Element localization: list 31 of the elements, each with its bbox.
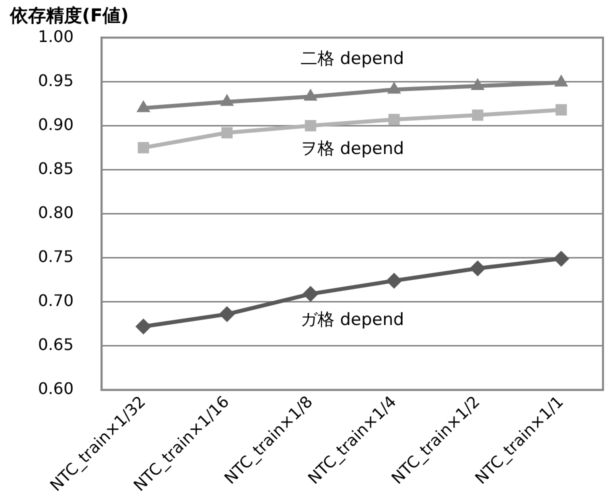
point	[470, 260, 486, 276]
y-tick-label: 0.80	[38, 202, 74, 222]
series-label: 二格 depend	[300, 48, 404, 69]
y-tick-label: 1.00	[38, 26, 74, 46]
point	[554, 74, 568, 87]
point	[221, 127, 233, 138]
point	[556, 104, 567, 116]
chart-title: 依存精度(F値)	[9, 5, 129, 26]
series-label: ヲ格 depend	[300, 138, 404, 159]
point	[388, 114, 400, 126]
point	[470, 78, 485, 90]
point	[218, 306, 235, 322]
point	[220, 94, 234, 106]
point	[304, 88, 318, 101]
y-tick-label: 0.95	[38, 70, 74, 90]
y-tick-label: 0.65	[38, 335, 74, 354]
point	[136, 100, 150, 112]
series-label: ガ格 depend	[300, 310, 404, 330]
y-tick-label: 0.85	[38, 158, 74, 178]
point	[135, 318, 152, 335]
point	[138, 142, 150, 154]
point	[302, 286, 319, 302]
y-tick-label: 0.90	[38, 114, 74, 134]
point	[553, 250, 570, 267]
y-tick-label: 0.75	[38, 246, 74, 266]
point	[304, 120, 316, 132]
point	[472, 109, 484, 121]
y-tick-label: 0.70	[38, 291, 74, 310]
point	[387, 82, 402, 94]
y-tick-label: 0.60	[38, 379, 74, 398]
point	[386, 272, 402, 289]
